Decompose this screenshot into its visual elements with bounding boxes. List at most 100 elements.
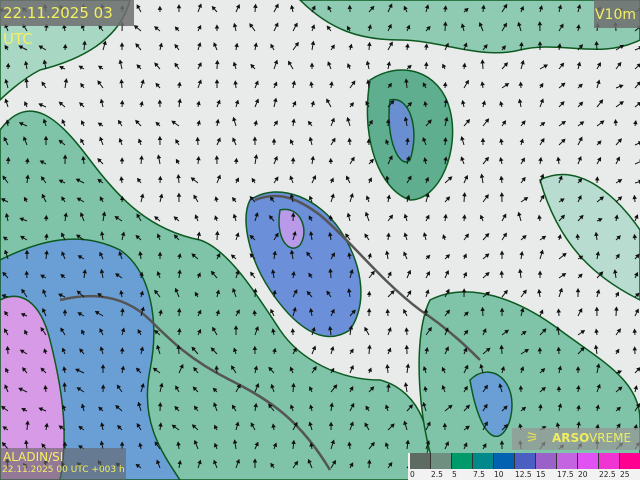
wind-arrow [501, 45, 506, 51]
wind-arrow [234, 99, 240, 108]
wind-arrow [197, 79, 202, 89]
wind-arrow [519, 251, 524, 260]
wind-arrow [480, 137, 486, 146]
wind-arrow [406, 102, 413, 108]
wind-arrow [119, 42, 125, 51]
wind-arrow [309, 404, 314, 412]
wind-arrow [537, 288, 542, 298]
wind-arrow [385, 308, 391, 317]
wind-arrow [1, 441, 9, 450]
wind-arrow [23, 196, 28, 203]
wind-arrow [273, 3, 279, 13]
wind-arrow [442, 81, 448, 89]
wind-arrow [191, 253, 199, 260]
wind-arrow [327, 61, 332, 70]
wind-arrow [480, 306, 485, 317]
wind-arrow [79, 212, 85, 222]
wind-arrow [463, 364, 469, 374]
wind-arrow [94, 310, 104, 317]
wind-arrow [615, 328, 622, 336]
wind-arrow [349, 309, 356, 317]
wind-arrow [518, 81, 524, 89]
wind-arrow [539, 64, 549, 70]
wind-arrow [479, 173, 485, 184]
wind-arrow [97, 158, 104, 165]
wind-arrow [501, 405, 508, 412]
wind-arrow [135, 234, 142, 241]
wind-arrow [253, 154, 259, 165]
wind-arrow [463, 118, 471, 127]
wind-arrow [461, 99, 466, 108]
wind-arrow [119, 100, 125, 108]
wind-arrow [422, 232, 428, 241]
wind-arrow [117, 119, 123, 127]
wind-arrow [214, 79, 220, 89]
wind-arrow [215, 230, 220, 241]
wind-arrow [330, 439, 335, 450]
model-run: 22.11.2025 00 UTC +003 h [2, 465, 125, 475]
wind-arrow [292, 289, 298, 298]
wind-arrow [349, 269, 354, 279]
wind-arrow [444, 288, 450, 298]
wind-arrow [78, 425, 85, 431]
wind-arrow [4, 44, 9, 51]
wind-arrow [291, 80, 296, 89]
wind-arrow [249, 196, 256, 203]
wind-arrow [292, 347, 297, 355]
wind-arrow [253, 402, 258, 412]
legend-tick: 15 [536, 470, 546, 479]
wind-arrow [174, 62, 180, 70]
wind-arrow [178, 363, 184, 374]
wind-arrow [252, 136, 258, 146]
wind-arrow [271, 423, 276, 431]
wind-arrow [311, 326, 316, 336]
wind-arrow [79, 348, 85, 355]
wind-arrow [18, 45, 28, 51]
wind-arrow [443, 5, 448, 13]
wind-arrow [58, 101, 66, 108]
wind-arrow [214, 24, 220, 32]
wind-arrow [254, 80, 259, 89]
wind-arrow [444, 327, 449, 336]
wind-arrow [501, 3, 508, 13]
wind-arrow [537, 214, 542, 222]
wind-arrow [384, 404, 390, 412]
wind-arrow [308, 136, 314, 146]
wind-arrow [462, 271, 468, 279]
wind-arrow [216, 174, 221, 184]
color-legend: 0 2.5 5 7.5 10 12.5 15 17.5 20 22.5 25 [408, 453, 640, 480]
wind-arrow [501, 232, 507, 241]
wind-arrow [349, 80, 356, 89]
wind-arrow [75, 178, 85, 184]
wind-arrow [232, 116, 237, 127]
wind-arrow [135, 119, 142, 127]
wind-arrow [119, 157, 125, 165]
wind-arrow [328, 325, 333, 336]
wind-arrow [197, 309, 202, 317]
wind-arrow [387, 271, 392, 279]
wind-arrow [24, 101, 29, 108]
legend-tick: 0 [410, 470, 415, 479]
wind-arrow [62, 154, 68, 165]
wind-arrow [308, 307, 314, 317]
wind-arrow [215, 289, 221, 298]
wind-arrow [62, 441, 68, 450]
wind-arrow [329, 81, 334, 89]
wind-arrow [368, 441, 375, 450]
wind-arrow [117, 424, 123, 431]
wind-arrow [75, 368, 85, 374]
wind-arrow [231, 404, 237, 412]
wind-arrow [425, 421, 431, 431]
wind-arrow [348, 43, 353, 51]
wind-arrow [330, 117, 335, 127]
wind-arrow [482, 403, 488, 412]
wind-arrow [80, 82, 85, 89]
wind-arrow [173, 234, 180, 241]
wind-arrow [155, 82, 161, 89]
wind-arrow [577, 330, 586, 336]
wind-arrow [462, 253, 467, 260]
wind-arrow [210, 270, 218, 279]
wind-arrow [270, 269, 276, 279]
wind-arrow [346, 116, 351, 127]
wind-arrow [615, 156, 620, 165]
